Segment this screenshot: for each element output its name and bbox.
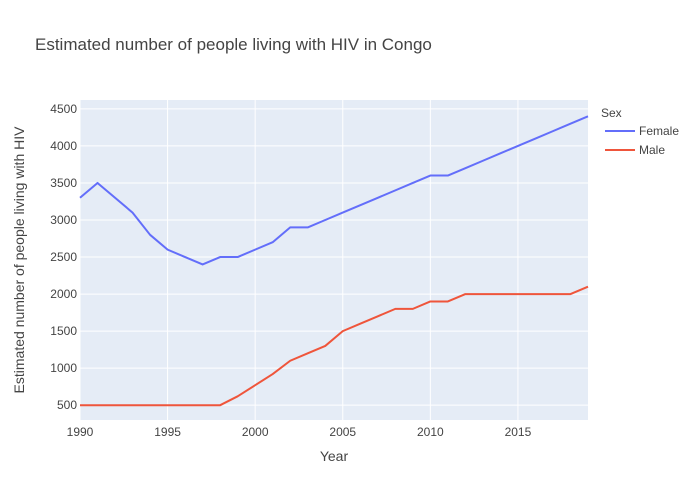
legend: Sex Female Male xyxy=(601,106,679,157)
series-layer xyxy=(79,115,589,407)
legend-label-male: Male xyxy=(639,143,665,157)
y-tick-label: 2000 xyxy=(50,287,77,301)
y-tick-label: 2500 xyxy=(50,250,77,264)
x-tick-label: 2010 xyxy=(417,425,444,439)
x-tick-label: 1995 xyxy=(154,425,181,439)
x-tick-label: 2005 xyxy=(329,425,356,439)
plot-area xyxy=(80,100,588,420)
series-line-male xyxy=(80,285,589,407)
chart-title: Estimated number of people living with H… xyxy=(35,35,432,54)
x-tick-label: 1990 xyxy=(67,425,94,439)
y-tick-label: 1000 xyxy=(50,361,77,375)
x-tick-label: 2015 xyxy=(505,425,532,439)
y-tick-label: 4000 xyxy=(50,139,77,153)
y-tick-label: 3000 xyxy=(50,213,77,227)
y-axis-label: Estimated number of people living with H… xyxy=(11,126,27,394)
x-tick-label: 2000 xyxy=(242,425,269,439)
x-axis-ticks: 1990 1995 2000 2005 2010 2015 xyxy=(67,425,532,439)
y-tick-label: 500 xyxy=(57,398,77,412)
series-line-female xyxy=(79,115,589,266)
y-axis-ticks: 500 1000 1500 2000 2500 3000 3500 4000 4500 xyxy=(50,102,77,412)
legend-title: Sex xyxy=(601,106,622,120)
y-tick-label: 1500 xyxy=(50,324,77,338)
x-axis-label: Year xyxy=(320,448,349,464)
y-tick-label: 3500 xyxy=(50,176,77,190)
legend-label-female: Female xyxy=(639,124,679,138)
y-tick-label: 4500 xyxy=(50,102,77,116)
